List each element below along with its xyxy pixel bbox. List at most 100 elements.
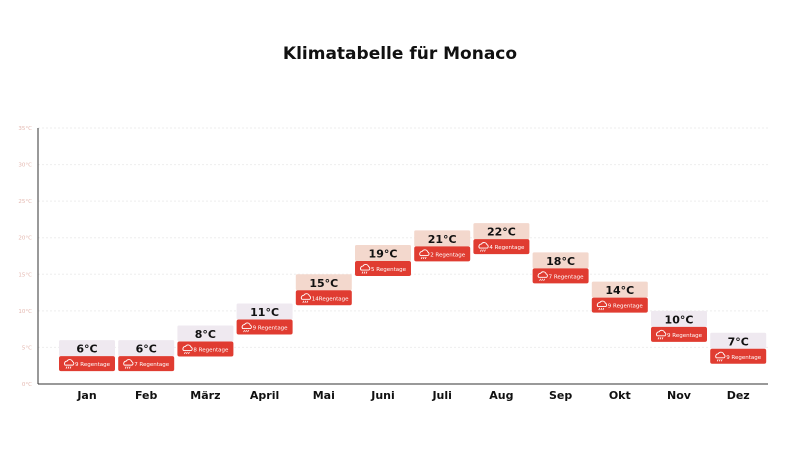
temperature-box — [651, 310, 707, 327]
month-bar: 6°C 9 Regentage — [59, 340, 115, 372]
chart-title: Klimatabelle für Monaco — [282, 44, 518, 64]
rain-box — [118, 356, 175, 372]
temperature-box — [236, 303, 293, 320]
rain-drops — [302, 300, 309, 303]
rain-days-label: 7 Regentage — [549, 274, 585, 280]
rain-drops — [243, 329, 249, 333]
temperature-box — [59, 340, 115, 357]
month-bar: 7°C 9 Regentage — [710, 332, 767, 364]
x-tick-label: Nov — [667, 389, 692, 402]
cloud-shape — [182, 344, 193, 351]
y-tick-label: 10°C — [18, 309, 32, 315]
temperature-box — [355, 245, 411, 262]
rain-days-label: 4 Regentage — [489, 245, 525, 251]
x-tick-label: April — [250, 389, 279, 402]
rain-drops — [184, 351, 190, 355]
rain-days-label: 8 Regentage — [193, 347, 229, 353]
month-bar: 22°C 4 Regentage — [473, 223, 530, 255]
rain-days-label: 9 Regentage — [75, 362, 111, 368]
x-tick-label: Juli — [431, 389, 451, 402]
y-tick-label: 0°C — [22, 382, 32, 388]
x-tick-label: Mai — [313, 389, 335, 402]
x-tick-label: Feb — [135, 389, 158, 402]
temperature-box — [118, 340, 175, 357]
cloud-shape — [419, 249, 430, 256]
rain-days-label: 9 Regentage — [608, 304, 644, 310]
rain-box — [414, 246, 471, 262]
month-bar: 14°C 9 Regentage — [591, 281, 648, 313]
temperature-label: 14°C — [605, 284, 634, 297]
rain-drops — [539, 278, 545, 282]
y-tick-label: 25°C — [18, 199, 32, 205]
cloud-shape — [715, 351, 726, 359]
rain-box — [177, 341, 234, 357]
rain-days-label: 14Regentage — [312, 296, 349, 302]
rain-drops — [124, 366, 131, 369]
month-bar: 21°C 2 Regentage — [414, 230, 471, 262]
x-tick-label: Jan — [76, 389, 96, 402]
cloud-shape — [241, 322, 252, 329]
temperature-label: 22°C — [487, 226, 516, 239]
month-bar: 18°C 7 Regentage — [532, 252, 589, 284]
x-tick-label: März — [190, 389, 220, 402]
rain-drops — [716, 359, 723, 362]
y-tick-label: 30°C — [18, 163, 32, 169]
temperature-label: 19°C — [369, 248, 398, 261]
cloud-shape — [537, 271, 548, 278]
rain-days-label: 2 Regentage — [430, 252, 466, 258]
rain-cloud-icon — [300, 293, 312, 303]
month-bar: 15°C 14Regentage — [295, 274, 352, 306]
temperature-label: 10°C — [665, 313, 694, 326]
x-tick-label: Dez — [727, 389, 750, 402]
x-tick-label: Aug — [489, 389, 513, 402]
cloud-shape — [656, 329, 667, 337]
rain-drops — [598, 307, 605, 311]
rain-days-label: 5 Regentage — [371, 267, 407, 273]
rain-cloud-icon — [182, 344, 193, 355]
rain-box — [295, 290, 352, 306]
rain-drops — [420, 256, 427, 260]
y-tick-label: 15°C — [18, 272, 32, 278]
temperature-label: 8°C — [195, 328, 216, 341]
rain-cloud-icon — [537, 271, 548, 282]
temperature-box — [532, 252, 589, 269]
cloud-shape — [478, 242, 489, 249]
rain-cloud-icon — [419, 249, 430, 260]
month-bar: 11°C 9 Regentage — [236, 303, 293, 335]
temperature-label: 6°C — [76, 343, 97, 356]
rain-box — [532, 268, 589, 284]
rain-cloud-icon — [656, 329, 667, 340]
rain-box — [59, 356, 115, 372]
rain-drops — [361, 271, 368, 274]
rain-days-label: 9 Regentage — [726, 355, 762, 361]
rain-drops — [480, 249, 486, 252]
rain-cloud-icon — [64, 359, 75, 369]
month-bar: 10°C 9 Regentage — [651, 310, 707, 342]
rain-days-label: 7 Regentage — [134, 362, 170, 368]
rain-box — [236, 319, 293, 335]
rain-days-label: 9 Regentage — [667, 333, 703, 339]
rain-cloud-icon — [360, 264, 371, 274]
rain-box — [651, 326, 707, 342]
rain-box — [591, 297, 648, 313]
temperature-box — [414, 230, 471, 247]
y-tick-label: 35°C — [18, 126, 32, 132]
month-bar: 8°C 8 Regentage — [177, 325, 234, 357]
temperature-label: 18°C — [546, 255, 575, 268]
month-bar: 19°C 5 Regentage — [355, 245, 411, 277]
cloud-shape — [123, 359, 134, 366]
x-tick-label: Okt — [609, 389, 631, 402]
temperature-box — [295, 274, 352, 291]
rain-cloud-icon — [123, 359, 134, 369]
rain-cloud-icon — [596, 300, 608, 311]
rain-days-label: 9 Regentage — [253, 326, 289, 332]
x-tick-label: Sep — [549, 389, 572, 402]
cloud-shape — [596, 300, 608, 308]
cloud-shape — [300, 293, 312, 300]
temperature-box — [473, 223, 530, 240]
rain-box — [710, 348, 767, 364]
temperature-label: 15°C — [309, 277, 338, 290]
rain-cloud-icon — [715, 351, 726, 362]
